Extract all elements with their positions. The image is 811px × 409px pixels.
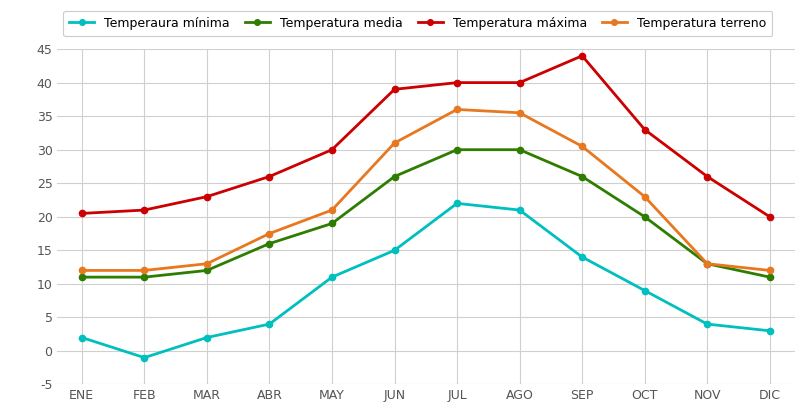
Temperatura terreno [264, 231, 274, 236]
Temperaura mínima [702, 321, 712, 326]
Temperatura media [702, 261, 712, 266]
Temperatura terreno [515, 110, 525, 115]
Temperaura mínima [640, 288, 650, 293]
Temperatura media [139, 275, 149, 280]
Temperatura terreno [327, 208, 337, 213]
Temperatura media [327, 221, 337, 226]
Temperaura mínima [264, 321, 274, 326]
Temperatura media [264, 241, 274, 246]
Temperatura terreno [702, 261, 712, 266]
Temperaura mínima [327, 275, 337, 280]
Temperatura media [77, 275, 87, 280]
Line: Temperatura terreno: Temperatura terreno [79, 106, 773, 274]
Temperaura mínima [765, 328, 775, 333]
Temperatura media [640, 214, 650, 219]
Temperatura media [515, 147, 525, 152]
Line: Temperatura media: Temperatura media [79, 146, 773, 280]
Temperatura máxima [702, 174, 712, 179]
Legend: Temperaura mínima, Temperatura media, Temperatura máxima, Temperatura terreno: Temperaura mínima, Temperatura media, Te… [63, 11, 772, 36]
Temperatura máxima [577, 53, 587, 58]
Temperaura mínima [577, 254, 587, 259]
Temperaura mínima [453, 201, 462, 206]
Temperatura máxima [640, 127, 650, 132]
Temperatura media [389, 174, 399, 179]
Temperaura mínima [202, 335, 212, 340]
Temperatura terreno [765, 268, 775, 273]
Temperatura máxima [264, 174, 274, 179]
Temperatura media [577, 174, 587, 179]
Temperatura media [453, 147, 462, 152]
Temperatura máxima [202, 194, 212, 199]
Line: Temperaura mínima: Temperaura mínima [79, 200, 773, 361]
Temperatura máxima [139, 208, 149, 213]
Temperatura media [765, 275, 775, 280]
Line: Temperatura máxima: Temperatura máxima [79, 53, 773, 220]
Temperaura mínima [515, 208, 525, 213]
Temperatura máxima [453, 80, 462, 85]
Temperatura máxima [77, 211, 87, 216]
Temperatura terreno [640, 194, 650, 199]
Temperatura máxima [765, 214, 775, 219]
Temperatura terreno [77, 268, 87, 273]
Temperatura terreno [202, 261, 212, 266]
Temperatura terreno [453, 107, 462, 112]
Temperatura terreno [389, 141, 399, 146]
Temperaura mínima [389, 248, 399, 253]
Temperaura mínima [77, 335, 87, 340]
Temperatura terreno [577, 144, 587, 149]
Temperatura máxima [515, 80, 525, 85]
Temperaura mínima [139, 355, 149, 360]
Temperatura máxima [327, 147, 337, 152]
Temperatura terreno [139, 268, 149, 273]
Temperatura media [202, 268, 212, 273]
Temperatura máxima [389, 87, 399, 92]
